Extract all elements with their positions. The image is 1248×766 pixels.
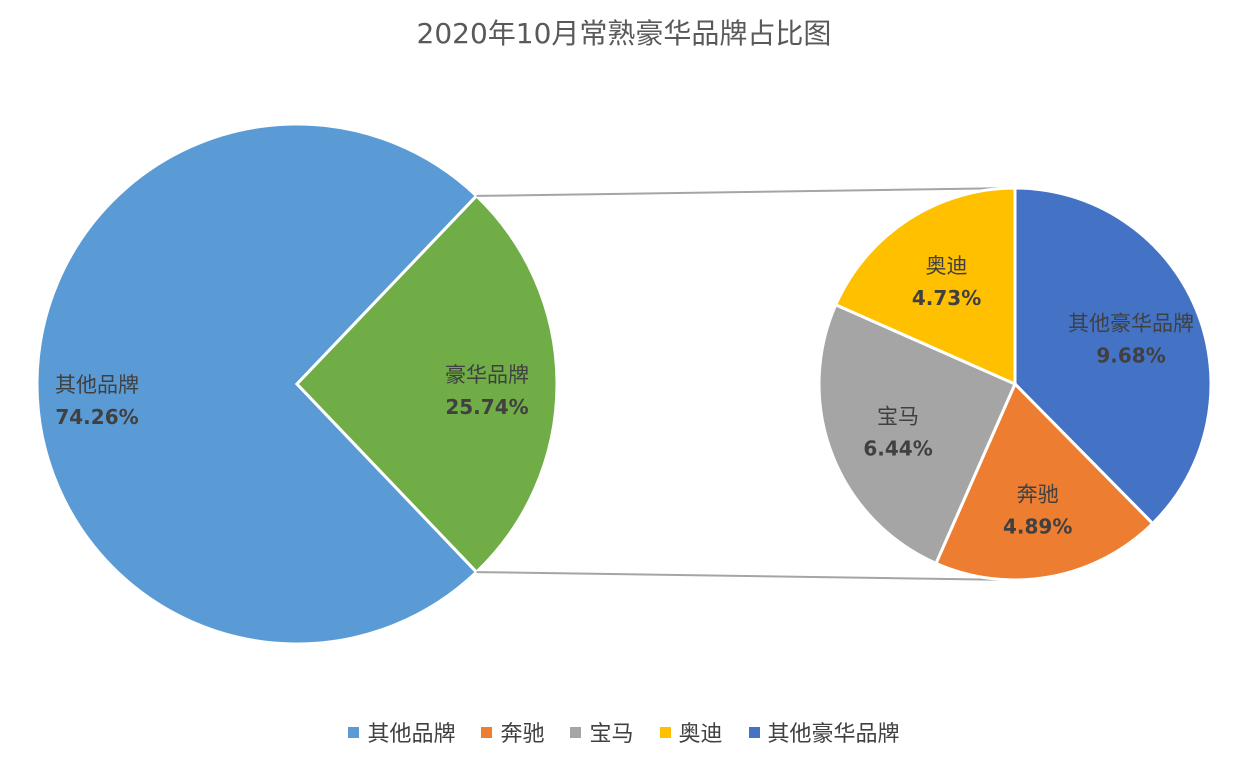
primary-slice-label-0: 其他品牌 (55, 373, 139, 397)
secondary-slice-label-3: 奥迪 (926, 254, 968, 278)
secondary-slice-0 (1013, 186, 1213, 526)
legend-swatch-0 (348, 726, 360, 738)
legend-label-4: 其他豪华品牌 (767, 722, 900, 747)
legend-label-2: 宝马 (589, 722, 634, 747)
primary-slice-value-1: 25.74% (445, 395, 528, 419)
secondary-slice-label-0: 其他豪华品牌 (1068, 311, 1194, 335)
secondary-slice-value-2: 6.44% (863, 436, 932, 460)
secondary-slice-label-1: 奔驰 (1017, 482, 1059, 506)
legend-label-0: 其他品牌 (367, 722, 456, 747)
primary-slice-1 (294, 193, 559, 575)
data-labels: 其他品牌 74.26% 豪华品牌 25.74% 其他豪华品牌 9.68% 奔驰 4.89% 宝马… (55, 254, 1194, 538)
legend-label-3: 奥迪 (678, 722, 723, 747)
primary-slice-label-1: 豪华品牌 (445, 363, 529, 387)
legend-item-4: 其他豪华品牌 (748, 716, 900, 748)
legend-swatch-2 (570, 726, 582, 738)
secondary-slice-1 (934, 381, 1155, 582)
secondary-slice-label-2: 宝马 (877, 404, 919, 428)
connector-line-top (476, 187, 1016, 197)
legend-item-1: 奔驰 (481, 716, 544, 748)
chart-legend: 其他品牌 奔驰 宝马 奥迪 其他豪华品牌 (0, 716, 1248, 748)
connector-line-bottom (476, 571, 1016, 581)
legend-item-0: 其他品牌 (348, 716, 455, 748)
legend-swatch-1 (481, 726, 493, 738)
connector-lines (476, 187, 1016, 581)
secondary-pie (817, 186, 1213, 582)
secondary-slice-value-0: 9.68% (1096, 343, 1165, 367)
primary-slice-0 (35, 122, 479, 646)
secondary-slice-2 (817, 302, 1017, 566)
legend-swatch-4 (748, 726, 760, 738)
secondary-slice-value-3: 4.73% (912, 286, 981, 310)
primary-pie (35, 122, 559, 646)
secondary-slice-value-1: 4.89% (1003, 514, 1072, 538)
legend-swatch-3 (659, 726, 671, 738)
legend-item-2: 宝马 (570, 716, 634, 748)
primary-slice-value-0: 74.26% (55, 405, 138, 429)
legend-item-3: 奥迪 (659, 716, 723, 748)
chart-title: 2020年10月常熟豪华品牌占比图 (416, 17, 832, 50)
legend-label-1: 奔驰 (500, 722, 545, 747)
secondary-slice-3 (833, 186, 1017, 387)
